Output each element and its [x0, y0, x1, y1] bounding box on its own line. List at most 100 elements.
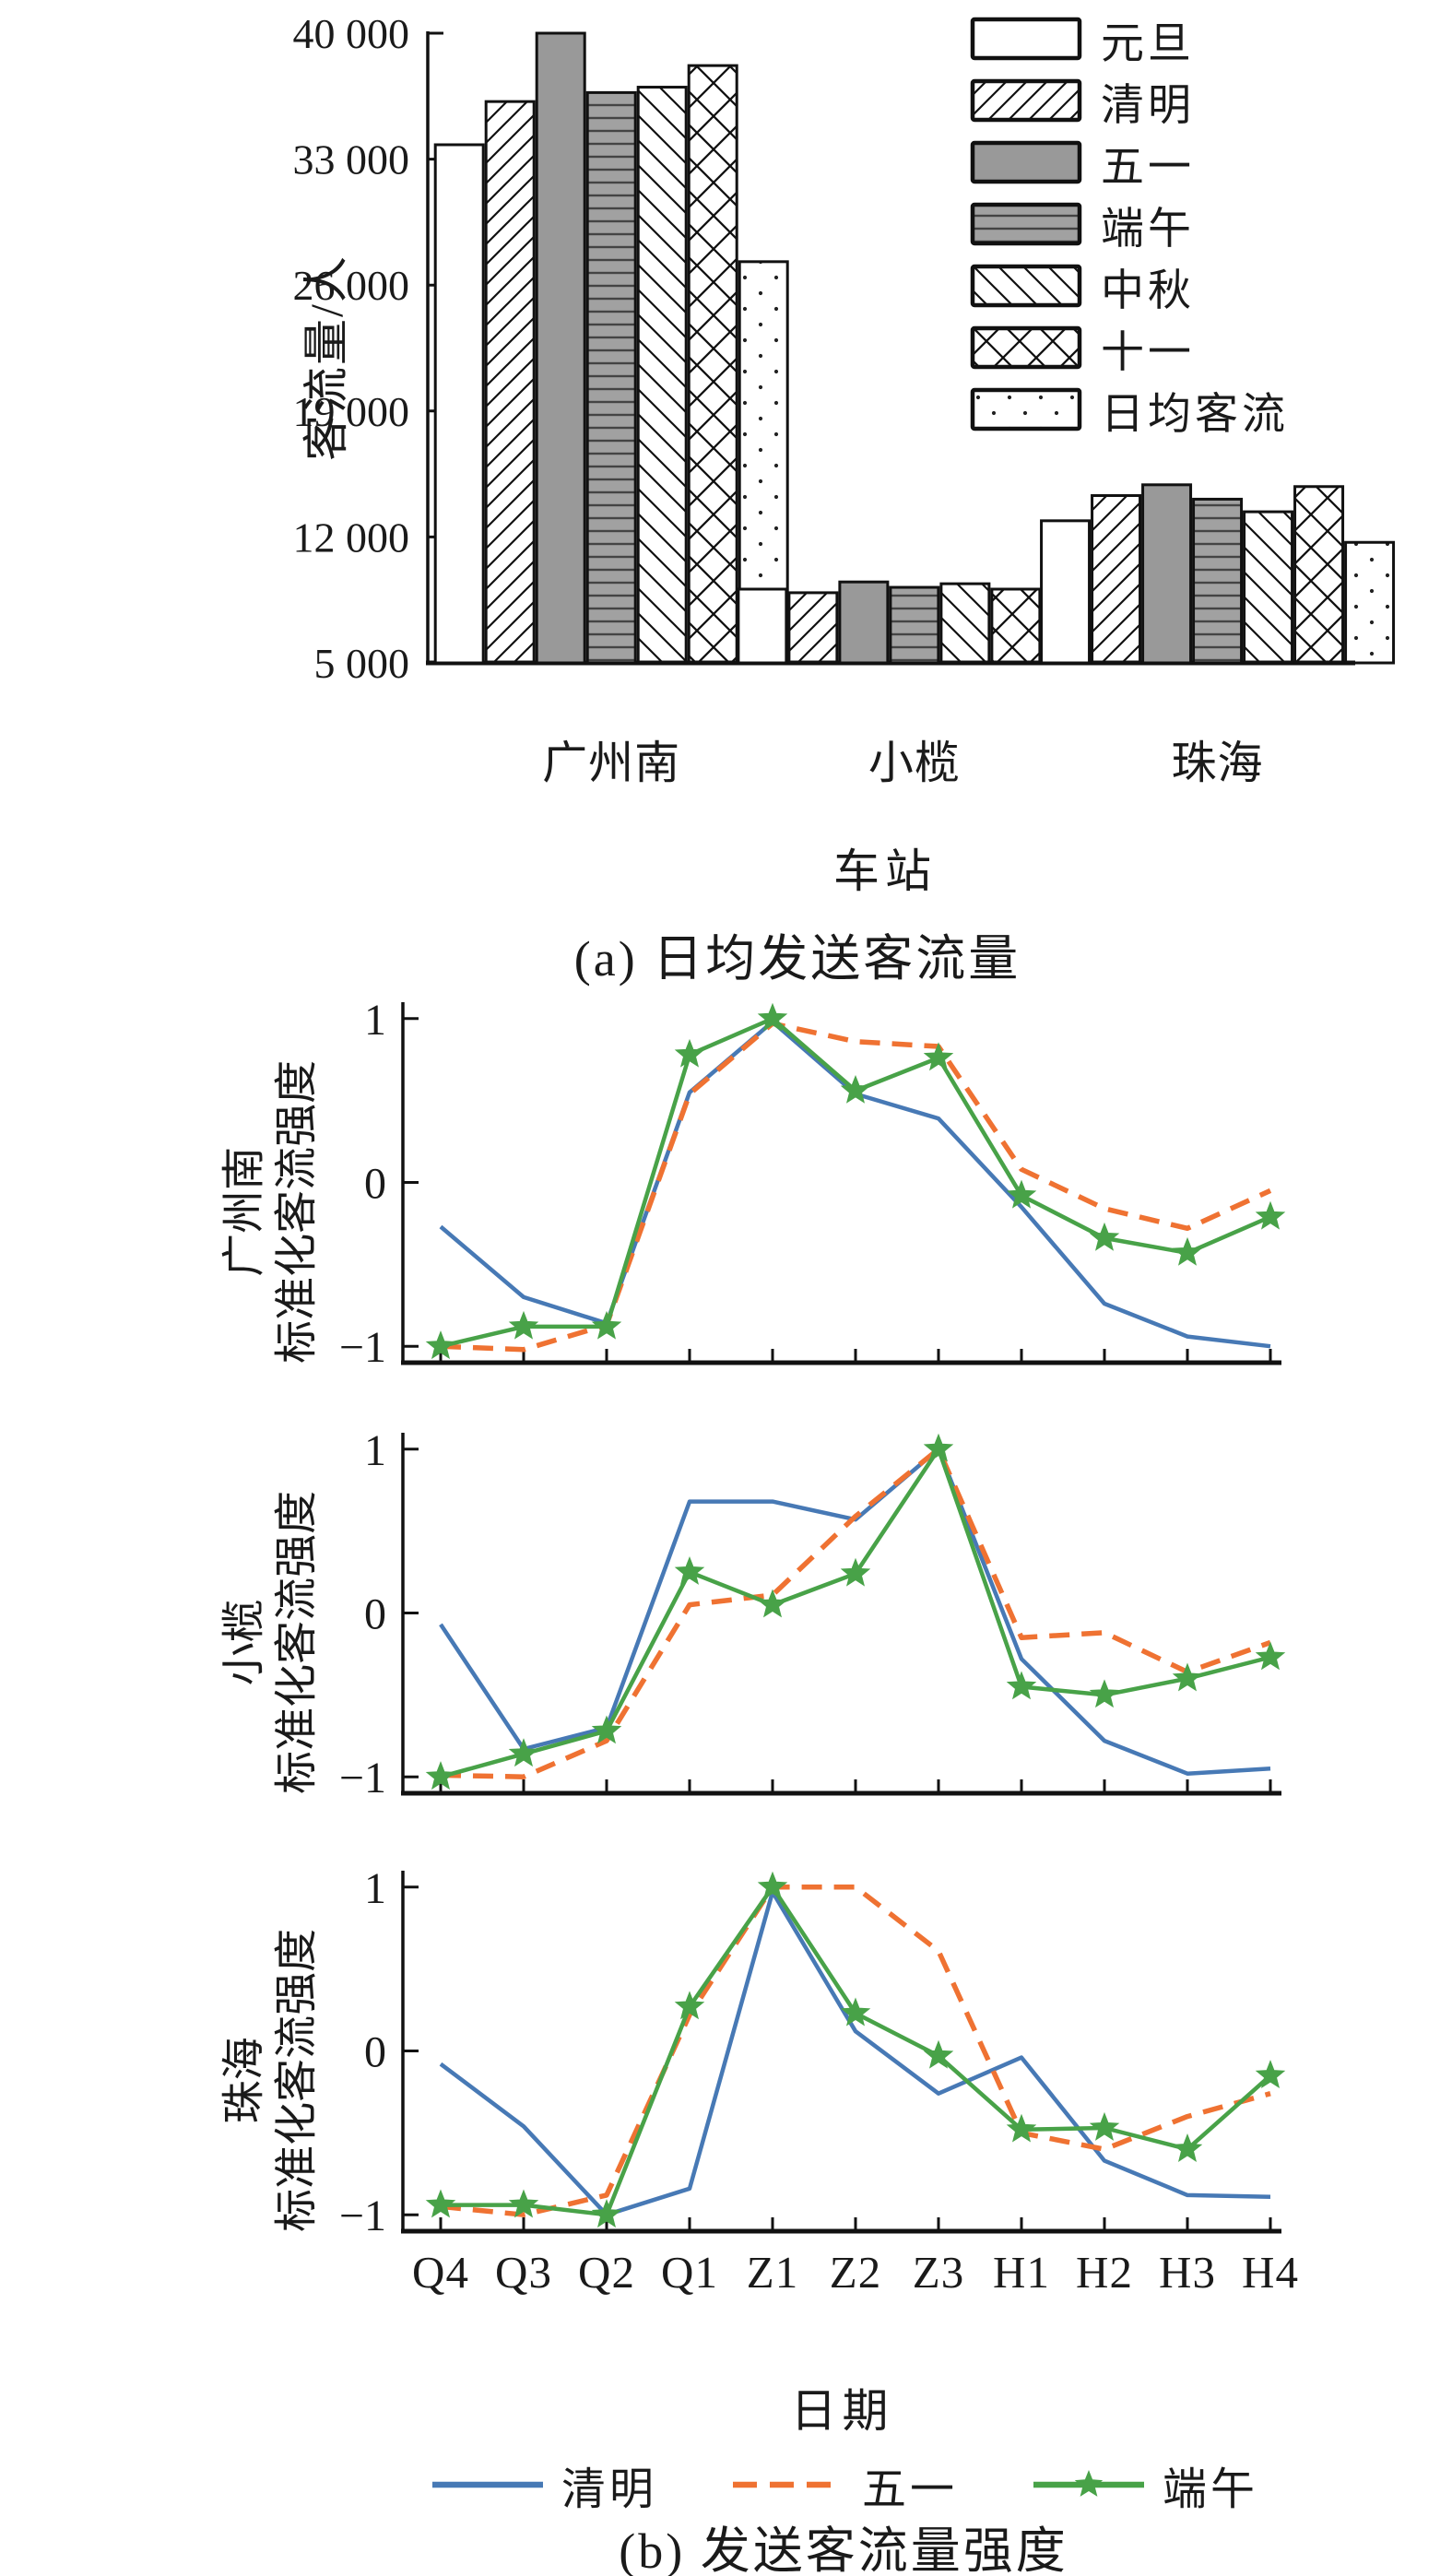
- bar-y-tick-label: 33 000: [293, 136, 410, 183]
- line-charts-x-axis-label: 日期: [790, 2385, 894, 2437]
- bar-y-tick-label: 19 000: [293, 388, 410, 435]
- marker-star: [757, 1589, 788, 1618]
- bar-珠海-日均客流: [1344, 540, 1396, 665]
- legend-a-swatch-十一: [970, 325, 1082, 370]
- bar-珠海-中秋: [1243, 510, 1294, 665]
- bar-小榄-十一: [990, 587, 1042, 665]
- marker-star: [508, 1310, 539, 1340]
- bar-y-tick-label: 5 000: [314, 640, 410, 687]
- marker-star: [923, 2039, 954, 2069]
- marker-star: [1255, 1200, 1286, 1230]
- legend-a-label: 元旦: [1101, 19, 1195, 68]
- legend-a-item-元旦: 元旦: [970, 13, 1289, 68]
- marker-star: [923, 1042, 954, 1071]
- subplot-y-tick-label: 0: [364, 1590, 386, 1639]
- bar-y-tick-label: 40 000: [293, 10, 410, 57]
- subplot-1-y-axis-label: 广州南 标准化客流强度: [220, 1059, 322, 1364]
- x-tick-label-Z2: Z2: [829, 2247, 882, 2298]
- marker-star: [840, 1557, 871, 1587]
- bar-珠海-清明: [1091, 494, 1142, 665]
- bar-广州南-五一: [535, 31, 586, 665]
- x-tick-label-H3: H3: [1159, 2247, 1216, 2298]
- bar-小榄-端午: [889, 585, 940, 665]
- legend-a-label: 日均客流: [1101, 390, 1289, 439]
- series-小榄-清明: [439, 1447, 1271, 1776]
- marker-star: [1089, 2111, 1120, 2141]
- legend-a-item-中秋: 中秋: [970, 260, 1289, 315]
- series-珠海-端午: [441, 1885, 1272, 2217]
- legend-b-label: 五一: [861, 2465, 958, 2514]
- legend-a-item-五一: 五一: [970, 136, 1289, 192]
- legend-a-item-日均客流: 日均客流: [970, 384, 1289, 439]
- legend-a-swatch-清明: [970, 78, 1082, 123]
- subplot-y-tick-label: 0: [364, 2028, 386, 2077]
- series-广州南-清明: [439, 1020, 1271, 1349]
- marker-star: [1172, 2133, 1203, 2162]
- marker-star: [757, 1002, 788, 1032]
- marker-star: [674, 1038, 705, 1068]
- marker-star: [1172, 1236, 1203, 1266]
- marker-star: [1006, 2113, 1037, 2143]
- bar-chart: 5 000 12 000 19 000 26 000 33 000 40 000: [293, 10, 1396, 687]
- marker-star: [425, 1330, 456, 1360]
- legend-a-swatch-日均客流: [970, 387, 1082, 431]
- bar-珠海-五一: [1141, 483, 1193, 665]
- legend-a-label: 中秋: [1101, 266, 1195, 315]
- legend-a-item-端午: 端午: [970, 198, 1289, 254]
- legend-a-item-十一: 十一: [970, 322, 1289, 377]
- marker-star: [1006, 1671, 1037, 1700]
- subplot-2-y-axis-label: 小榄 标准化客流强度: [220, 1490, 322, 1794]
- x-tick-label-Q3: Q3: [495, 2247, 552, 2298]
- line-charts-x-tick-labels: Q4 Q3 Q2 Q1 Z1 Z2 Z3 H1 H2 H3 H4: [0, 2246, 1452, 2301]
- caption-panel-a: (a) 日均发送客流量: [573, 931, 1021, 987]
- line-charts-legend: 清明 五一 端午: [263, 2452, 1424, 2517]
- bar-category-label-广州南: 广州南: [542, 738, 681, 788]
- marker-star: [1255, 1641, 1286, 1671]
- bar-小榄-中秋: [939, 582, 991, 665]
- legend-b-label: 清明: [561, 2465, 657, 2514]
- subplot-y-tick-label: 0: [364, 1160, 386, 1209]
- bar-广州南-端午: [585, 90, 637, 665]
- marker-star: [1089, 1222, 1120, 1251]
- bar-广州南-中秋: [636, 86, 688, 665]
- legend-a-label: 端午: [1101, 205, 1195, 254]
- x-tick-label-H4: H4: [1242, 2247, 1299, 2298]
- bar-chart-category-labels: 广州南 小榄 珠海: [0, 727, 1452, 788]
- marker-star: [1006, 1179, 1037, 1209]
- legend-a-swatch-五一: [970, 140, 1082, 184]
- marker-star: [1255, 2060, 1286, 2088]
- marker-star: [840, 1074, 871, 1104]
- legend-b-label: 端午: [1163, 2465, 1259, 2514]
- legend-b-swatch-清明: [431, 2481, 543, 2488]
- subplot-y-tick-label: −1: [339, 2192, 386, 2240]
- series-珠海-五一: [440, 1885, 1271, 2217]
- bar-小榄-清明: [787, 591, 839, 665]
- legend-b-item-端午: 端午: [1030, 2452, 1258, 2517]
- bar-广州南-元旦: [433, 143, 485, 665]
- marker-star: [591, 1310, 622, 1340]
- marker-star: [1089, 1679, 1120, 1708]
- subplot-y-tick-label: 1: [364, 996, 386, 1045]
- legend-a-label: 五一: [1101, 143, 1195, 192]
- bar-chart-x-axis-label: 车站: [833, 845, 937, 897]
- marker-star: [674, 1991, 705, 2020]
- bar-小榄-五一: [838, 580, 890, 665]
- marker-star: [923, 1433, 954, 1462]
- bar-y-tick-label: 26 000: [293, 262, 410, 309]
- marker-star: [1172, 1662, 1203, 1692]
- series-广州南-端午: [440, 1016, 1271, 1349]
- marker-star: [674, 1556, 705, 1585]
- legend-b-item-清明: 清明: [429, 2452, 657, 2517]
- marker-star: [840, 1997, 871, 2027]
- marker-star: [425, 2189, 456, 2218]
- x-tick-label-Q4: Q4: [412, 2247, 469, 2298]
- subplot-y-tick-label: 1: [364, 1426, 386, 1475]
- legend-a-item-清明: 清明: [970, 75, 1289, 130]
- x-tick-label-Z1: Z1: [746, 2247, 799, 2298]
- bar-广州南-清明: [484, 100, 536, 665]
- marker-star: [425, 1761, 456, 1790]
- legend-a-swatch-元旦: [970, 17, 1082, 61]
- legend-a-swatch-端午: [970, 202, 1082, 246]
- subplot-y-tick-label: −1: [339, 1323, 386, 1372]
